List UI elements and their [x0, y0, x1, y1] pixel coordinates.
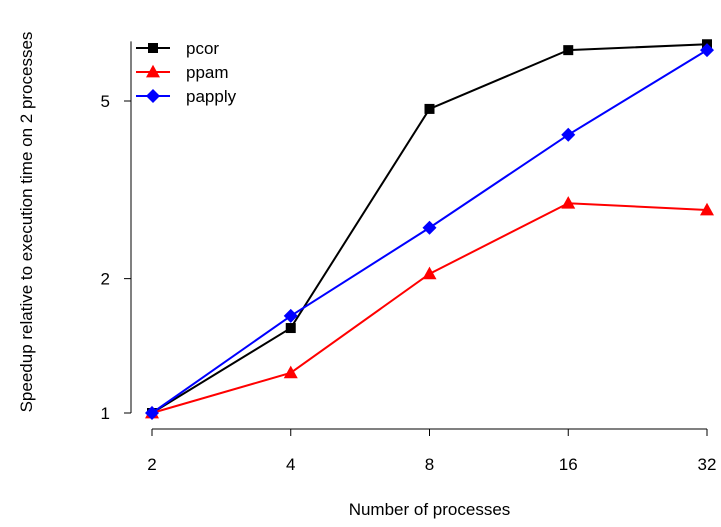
y-tick-label: 5 — [101, 92, 110, 111]
data-point-papply — [561, 127, 576, 142]
data-point-pcor — [285, 323, 296, 334]
data-point-pcor — [424, 103, 435, 114]
data-point-papply — [700, 43, 714, 58]
data-point-ppam — [283, 365, 298, 379]
y-tick-label: 2 — [101, 270, 110, 289]
x-tick-label: 32 — [698, 455, 717, 474]
legend-item-pcor: pcor — [136, 39, 219, 58]
x-tick-label: 4 — [286, 455, 295, 474]
x-ticks: 2 4 8 16 32 — [147, 429, 716, 474]
legend-marker — [148, 43, 158, 53]
data-point-papply — [145, 406, 159, 420]
series-layer — [145, 39, 714, 420]
axes: 2 4 8 16 32 1 2 5 — [101, 41, 716, 474]
x-tick-label: 2 — [147, 455, 156, 474]
legend-label: ppam — [186, 63, 229, 82]
y-ticks: 1 2 5 — [101, 92, 131, 423]
y-tick-label: 1 — [101, 404, 110, 423]
legend-label: papply — [186, 87, 237, 106]
x-tick-label: 8 — [425, 455, 434, 474]
legend-label: pcor — [186, 39, 219, 58]
legend-item-papply: papply — [136, 87, 237, 106]
y-axis-title: Speedup relative to execution time on 2 … — [17, 32, 36, 413]
legend: pcor ppam papply — [136, 39, 237, 106]
data-point-ppam — [700, 202, 714, 216]
series-papply — [145, 43, 714, 420]
legend-item-ppam: ppam — [136, 63, 229, 82]
data-point-papply — [283, 308, 298, 323]
data-point-papply — [422, 220, 437, 235]
data-point-ppam — [561, 196, 576, 209]
data-point-ppam — [422, 266, 437, 280]
data-point-pcor — [563, 45, 574, 56]
legend-marker — [146, 64, 160, 78]
legend-marker — [146, 89, 160, 103]
x-axis-title: Number of processes — [349, 500, 511, 519]
x-tick-label: 16 — [559, 455, 578, 474]
